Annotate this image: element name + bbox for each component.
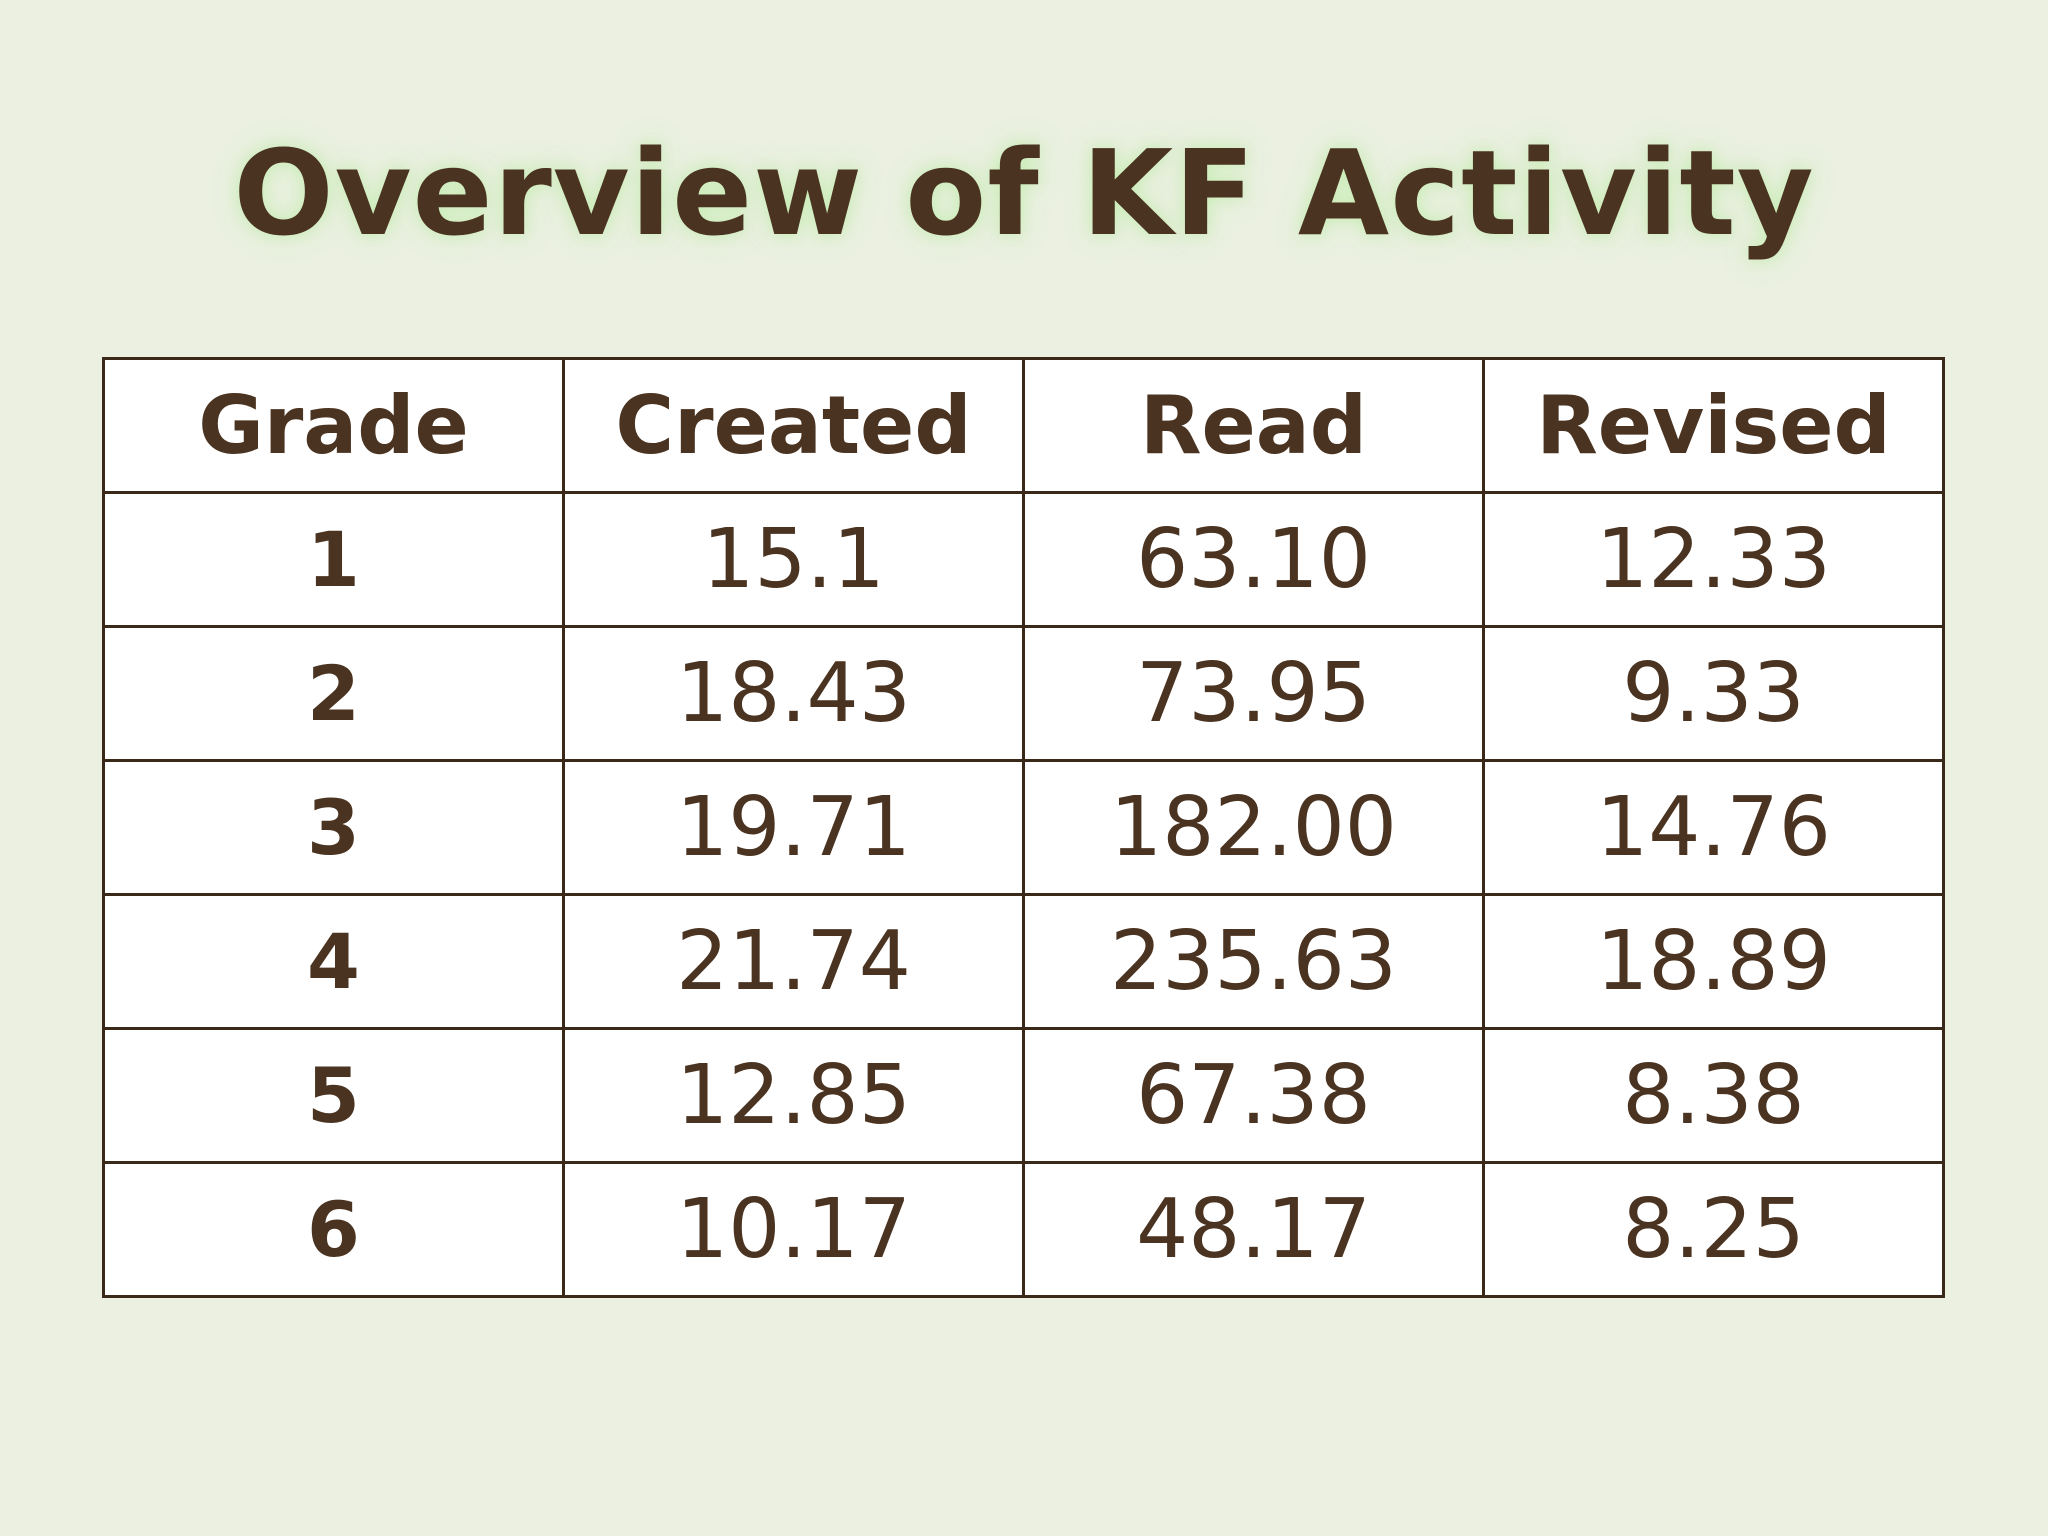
created-cell: 19.71 <box>562 759 1025 896</box>
revised-cell: 14.76 <box>1482 759 1945 896</box>
grade-cell: 2 <box>102 625 565 762</box>
table-row: 2 18.43 73.95 9.33 <box>102 625 1945 762</box>
revised-cell: 8.25 <box>1482 1161 1945 1298</box>
created-cell: 12.85 <box>562 1027 1025 1164</box>
activity-table: Grade Created Read Revised 1 15.1 63.10 … <box>102 357 1945 1298</box>
created-cell: 21.74 <box>562 893 1025 1030</box>
column-header-read: Read <box>1022 357 1485 494</box>
read-cell: 67.38 <box>1022 1027 1485 1164</box>
created-cell: 15.1 <box>562 491 1025 628</box>
table-row: 4 21.74 235.63 18.89 <box>102 893 1945 1030</box>
read-cell: 73.95 <box>1022 625 1485 762</box>
revised-cell: 12.33 <box>1482 491 1945 628</box>
table-row: 6 10.17 48.17 8.25 <box>102 1161 1945 1298</box>
grade-cell: 6 <box>102 1161 565 1298</box>
created-cell: 18.43 <box>562 625 1025 762</box>
grade-cell: 3 <box>102 759 565 896</box>
slide-title: Overview of KF Activity <box>233 124 1815 262</box>
read-cell: 235.63 <box>1022 893 1485 1030</box>
table-row: 1 15.1 63.10 12.33 <box>102 491 1945 628</box>
read-cell: 182.00 <box>1022 759 1485 896</box>
table-row: 5 12.85 67.38 8.38 <box>102 1027 1945 1164</box>
grade-cell: 5 <box>102 1027 565 1164</box>
table-row: 3 19.71 182.00 14.76 <box>102 759 1945 896</box>
read-cell: 63.10 <box>1022 491 1485 628</box>
grade-cell: 1 <box>102 491 565 628</box>
column-header-grade: Grade <box>102 357 565 494</box>
table-header-row: Grade Created Read Revised <box>102 357 1945 494</box>
read-cell: 48.17 <box>1022 1161 1485 1298</box>
created-cell: 10.17 <box>562 1161 1025 1298</box>
grade-cell: 4 <box>102 893 565 1030</box>
revised-cell: 8.38 <box>1482 1027 1945 1164</box>
revised-cell: 9.33 <box>1482 625 1945 762</box>
column-header-revised: Revised <box>1482 357 1945 494</box>
column-header-created: Created <box>562 357 1025 494</box>
revised-cell: 18.89 <box>1482 893 1945 1030</box>
